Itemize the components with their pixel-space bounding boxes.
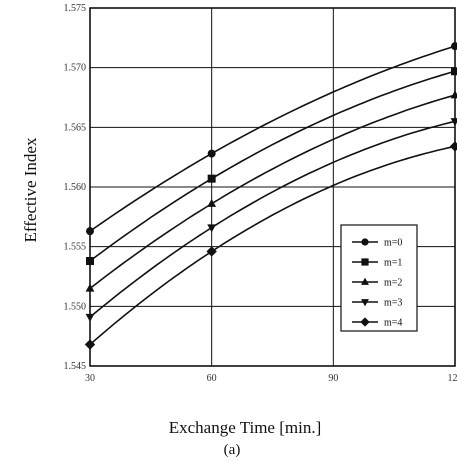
y-tick-labels: 1.545 1.550 1.555 1.560 1.565 1.570 1.575 — [64, 3, 87, 372]
data-point — [361, 299, 369, 307]
series-line — [89, 120, 456, 318]
legend-label: m=0 — [384, 238, 402, 249]
data-point — [451, 42, 457, 51]
y-tick-label: 1.545 — [64, 361, 87, 372]
data-point — [207, 198, 217, 207]
x-tick-label: 60 — [207, 373, 217, 384]
legend-label: m=4 — [384, 318, 402, 329]
x-tick-label: 30 — [85, 373, 95, 384]
data-point — [206, 246, 217, 257]
plot-frame — [89, 7, 456, 367]
legend-item: m=1 — [352, 258, 402, 269]
figure-caption: (a) — [224, 442, 241, 458]
x-tick-label: 90 — [328, 373, 338, 384]
y-tick-label: 1.555 — [64, 242, 87, 253]
legend-label: m=2 — [384, 278, 402, 289]
legend: m=0 m=1 m=2 m=3 m=4 — [340, 224, 418, 332]
data-point — [451, 67, 457, 76]
x-axis-title: Exchange Time [min.] — [169, 418, 322, 437]
legend-label: m=1 — [384, 258, 402, 269]
data-point — [450, 90, 457, 99]
series-0 — [86, 42, 457, 236]
data-point — [207, 149, 216, 158]
legend-item: m=3 — [352, 298, 402, 309]
series-line — [89, 70, 456, 262]
legend-item: m=0 — [352, 238, 402, 249]
data-point — [360, 317, 370, 327]
legend-box — [340, 224, 418, 332]
y-tick-label: 1.565 — [64, 122, 87, 133]
data-point — [361, 258, 369, 266]
data-point — [361, 277, 369, 285]
data-point — [449, 141, 457, 152]
legend-item: m=2 — [352, 278, 402, 289]
x-tick-labels: 30 60 90 120 — [85, 373, 457, 384]
y-tick-label: 1.560 — [64, 182, 87, 193]
data-point — [207, 224, 217, 233]
series-line — [89, 45, 456, 232]
y-tick-label: 1.550 — [64, 301, 87, 312]
legend-label: m=3 — [384, 298, 402, 309]
series-line — [89, 94, 456, 290]
y-tick-label: 1.575 — [64, 3, 87, 14]
legend-item: m=4 — [352, 317, 402, 329]
data-point — [207, 174, 216, 183]
y-tick-label: 1.570 — [64, 63, 87, 74]
y-axis-title: Effective Index — [21, 137, 40, 242]
x-tick-label: 120 — [448, 373, 457, 384]
data-point — [361, 238, 369, 246]
series-line — [89, 145, 456, 346]
